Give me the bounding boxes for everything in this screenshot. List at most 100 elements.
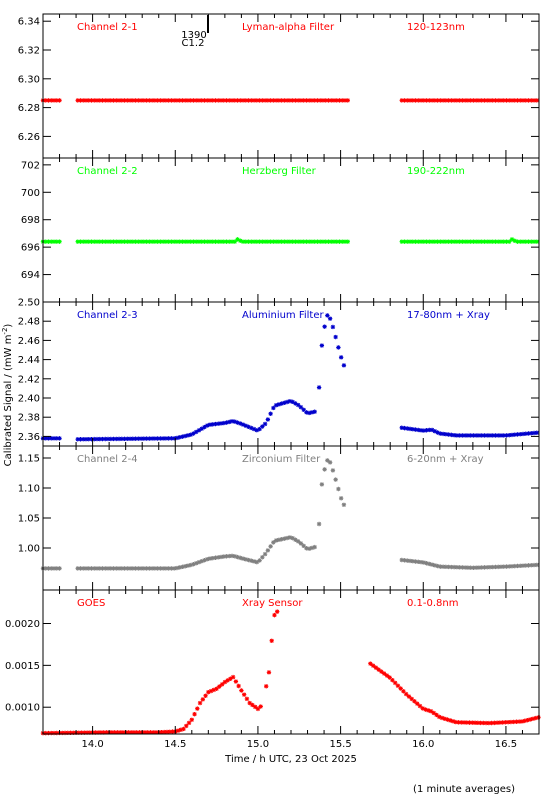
data-point	[249, 558, 254, 563]
data-point	[381, 671, 387, 676]
data-point	[188, 562, 193, 568]
data-point	[268, 411, 273, 416]
x-tick-label: 16.0	[412, 739, 434, 750]
panel-frame	[42, 589, 540, 735]
data-point	[224, 239, 229, 244]
data-point	[503, 720, 508, 725]
data-point	[207, 98, 213, 103]
data-point	[189, 717, 194, 722]
data-point	[207, 239, 213, 244]
data-point	[75, 98, 80, 103]
data-point	[202, 424, 207, 430]
data-point	[312, 239, 317, 244]
data-point	[438, 98, 443, 103]
data-point	[213, 421, 218, 427]
data-point	[484, 98, 490, 103]
data-point	[446, 98, 451, 103]
data-point	[51, 566, 57, 571]
data-point	[501, 433, 506, 438]
data-point	[522, 718, 527, 724]
data-point	[249, 425, 254, 431]
data-point	[185, 98, 191, 103]
data-point	[384, 673, 390, 678]
data-point	[489, 720, 494, 726]
data-point	[370, 663, 376, 668]
data-point	[130, 98, 136, 103]
data-point	[182, 239, 188, 244]
data-point	[340, 98, 345, 103]
data-point	[266, 670, 272, 675]
data-point	[487, 239, 493, 244]
data-point	[519, 719, 525, 724]
data-point	[268, 239, 273, 244]
data-point	[202, 98, 207, 103]
data-point	[287, 399, 293, 404]
data-point	[127, 239, 133, 244]
data-point	[337, 98, 342, 103]
data-point	[450, 719, 456, 724]
data-point	[460, 565, 465, 570]
data-point	[457, 239, 462, 244]
data-point	[199, 426, 204, 431]
data-point	[298, 239, 304, 244]
data-point	[276, 537, 282, 543]
data-point	[103, 239, 108, 244]
data-point	[451, 239, 457, 244]
data-point	[428, 709, 434, 714]
data-point	[405, 98, 410, 103]
data-point	[531, 430, 537, 436]
data-point	[451, 564, 457, 570]
data-point	[171, 98, 177, 103]
data-point	[221, 554, 226, 559]
data-point	[322, 324, 327, 329]
data-point	[199, 98, 204, 103]
data-point	[451, 98, 457, 103]
data-point	[97, 239, 102, 244]
data-point	[171, 436, 177, 441]
data-point	[273, 403, 279, 408]
data-point	[482, 565, 487, 570]
data-point	[78, 98, 83, 103]
data-point	[105, 566, 111, 571]
data-point	[83, 566, 89, 571]
data-point	[407, 426, 413, 432]
data-point	[108, 239, 113, 244]
data-point	[105, 239, 111, 244]
y-tick-label: 0.0010	[5, 703, 40, 714]
data-point	[504, 239, 509, 244]
data-point	[415, 701, 420, 706]
data-point	[86, 98, 91, 103]
data-point	[446, 239, 451, 244]
data-point	[531, 98, 537, 103]
data-point	[229, 553, 235, 559]
data-point	[416, 427, 421, 433]
y-tick-label: 2.50	[18, 298, 40, 309]
y-tick-label: 2.48	[18, 317, 40, 328]
data-point	[440, 564, 446, 569]
data-point	[114, 566, 119, 571]
data-point	[49, 436, 54, 441]
data-point	[341, 363, 347, 368]
data-point	[155, 239, 160, 244]
data-point	[210, 422, 215, 427]
data-point	[89, 436, 94, 442]
data-point	[315, 239, 320, 244]
panel-channel-label: Channel 2-3	[77, 310, 138, 321]
data-point	[486, 720, 492, 726]
data-point	[169, 239, 174, 244]
x-tick-label: 16.5	[495, 739, 517, 750]
data-point	[327, 316, 333, 321]
data-point	[46, 98, 51, 103]
y-axis-label-close: )	[3, 324, 14, 328]
data-point	[418, 559, 424, 565]
data-point	[449, 239, 454, 244]
y-tick-label: 700	[21, 188, 40, 199]
data-point	[81, 566, 86, 571]
data-point	[191, 239, 196, 244]
data-point	[191, 562, 196, 567]
data-point	[284, 399, 290, 405]
data-point	[116, 566, 122, 571]
data-point	[301, 407, 306, 412]
data-point	[412, 699, 417, 704]
y-tick-label: 2.40	[18, 394, 40, 405]
